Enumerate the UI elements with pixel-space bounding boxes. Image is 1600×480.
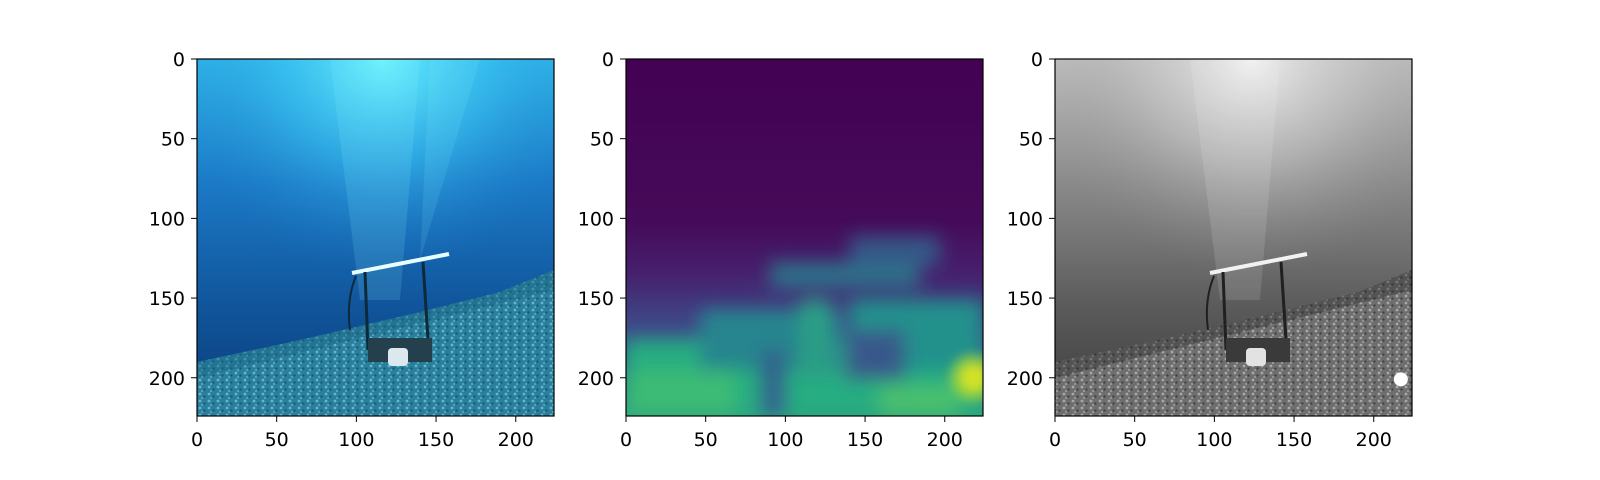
x-tick-label: 50 <box>265 429 289 451</box>
y-tick-label: 50 <box>161 129 185 151</box>
y-tick-label: 200 <box>578 368 614 390</box>
x-tick-label: 50 <box>694 429 718 451</box>
y-tick-label: 150 <box>149 288 185 310</box>
x-tick-label: 150 <box>847 429 883 451</box>
map-hotspot <box>949 353 983 402</box>
x-tick-label: 100 <box>1196 429 1232 451</box>
x-tick-label: 150 <box>418 429 454 451</box>
y-tick-label: 0 <box>173 49 185 71</box>
y-tick-label: 150 <box>1007 288 1043 310</box>
panel-gray-frame <box>1054 58 1413 417</box>
panel-viridis-frame <box>625 58 984 417</box>
panel-viridis-map <box>626 59 983 416</box>
y-tick-label: 200 <box>1007 368 1043 390</box>
panel-rgb-image <box>197 59 554 416</box>
x-tick-label: 0 <box>1049 429 1061 451</box>
y-tick-label: 100 <box>1007 208 1043 230</box>
y-tick-label: 50 <box>590 129 614 151</box>
y-tick-label: 100 <box>149 208 185 230</box>
peak-marker <box>1393 372 1408 387</box>
panel-gray-image <box>1055 59 1412 416</box>
y-tick-label: 0 <box>1031 49 1043 71</box>
y-tick-label: 0 <box>602 49 614 71</box>
x-tick-label: 0 <box>620 429 632 451</box>
y-tick-label: 100 <box>578 208 614 230</box>
x-tick-label: 0 <box>191 429 203 451</box>
x-tick-label: 50 <box>1123 429 1147 451</box>
x-tick-label: 100 <box>338 429 374 451</box>
x-tick-label: 200 <box>498 429 534 451</box>
y-tick-label: 200 <box>149 368 185 390</box>
x-tick-label: 150 <box>1276 429 1312 451</box>
rig-gray <box>1205 252 1308 366</box>
x-tick-label: 200 <box>927 429 963 451</box>
y-tick-label: 50 <box>1019 129 1043 151</box>
y-tick-label: 150 <box>578 288 614 310</box>
rig-rgb <box>347 252 450 366</box>
panel-rgb-frame <box>196 58 555 417</box>
x-tick-label: 200 <box>1356 429 1392 451</box>
x-tick-label: 100 <box>767 429 803 451</box>
